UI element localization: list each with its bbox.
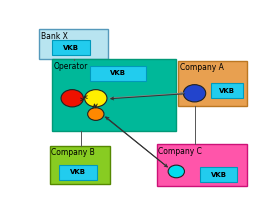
Circle shape: [168, 165, 184, 178]
FancyBboxPatch shape: [178, 61, 247, 106]
FancyBboxPatch shape: [52, 40, 91, 55]
Circle shape: [61, 90, 83, 107]
FancyBboxPatch shape: [52, 59, 176, 131]
FancyBboxPatch shape: [211, 83, 243, 98]
Text: Company C: Company C: [158, 147, 202, 156]
Circle shape: [183, 85, 206, 102]
Text: VKB: VKB: [211, 172, 227, 178]
FancyBboxPatch shape: [200, 167, 237, 182]
Text: Company A: Company A: [179, 63, 224, 72]
Text: VKB: VKB: [219, 88, 235, 94]
Text: Operator: Operator: [54, 62, 88, 71]
Text: Company B: Company B: [51, 148, 94, 157]
Circle shape: [85, 90, 107, 107]
FancyBboxPatch shape: [91, 66, 146, 81]
Text: Bank X: Bank X: [41, 32, 68, 41]
FancyBboxPatch shape: [157, 144, 247, 186]
FancyBboxPatch shape: [59, 165, 97, 180]
FancyBboxPatch shape: [50, 146, 110, 184]
Text: VKB: VKB: [70, 169, 86, 175]
Circle shape: [88, 108, 104, 120]
Text: VKB: VKB: [63, 44, 79, 51]
FancyBboxPatch shape: [39, 29, 107, 59]
Text: VKB: VKB: [110, 70, 126, 76]
